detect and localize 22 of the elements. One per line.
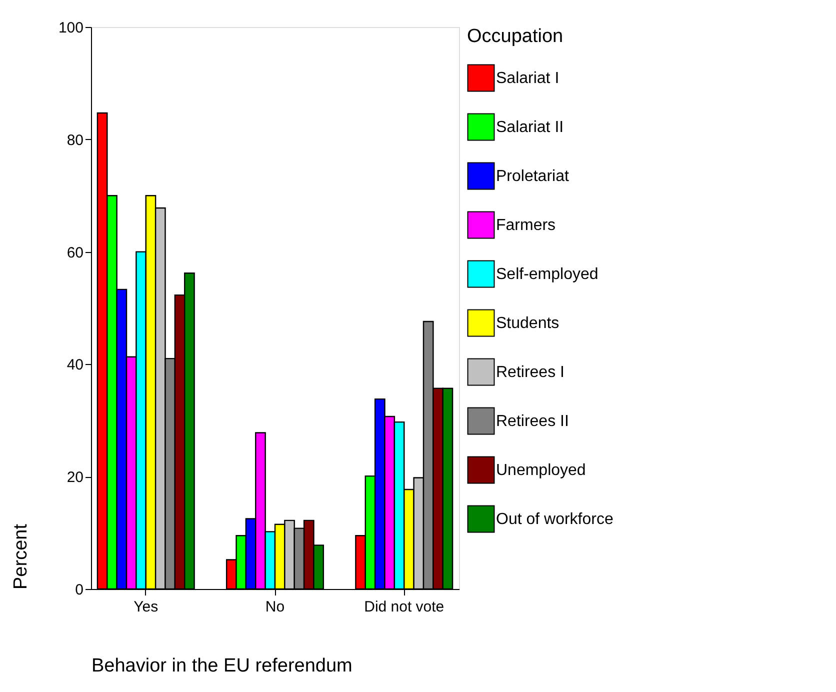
- legend-label: Out of workforce: [496, 511, 614, 528]
- y-tick-label: 60: [66, 244, 84, 262]
- y-tick-label: 20: [66, 469, 84, 486]
- x-tick-label: Did not vote: [364, 598, 444, 616]
- y-tick-label: 40: [66, 356, 84, 374]
- legend-label: Farmers: [496, 217, 556, 234]
- x-axis-title: Behavior in the EU referendum: [92, 656, 352, 676]
- legend-label: Salariat I: [496, 70, 560, 87]
- x-tick-label: Yes: [134, 598, 158, 616]
- legend-label: Salariat II: [496, 119, 564, 136]
- y-axis-title: Percent: [10, 523, 32, 590]
- legend-label: Self-employed: [496, 266, 598, 283]
- y-tick-label: 0: [75, 582, 84, 598]
- legend-label: Retirees II: [496, 413, 569, 430]
- x-tick-label: No: [265, 598, 285, 616]
- legend-title: Occupation: [467, 26, 564, 47]
- legend-label: Proletariat: [496, 168, 570, 185]
- y-tick-label: 80: [66, 132, 84, 149]
- legend-label: Unemployed: [496, 462, 586, 479]
- legend-label: Students: [496, 315, 560, 332]
- legend-label: Retirees I: [496, 364, 564, 381]
- y-tick-label: 100: [58, 20, 84, 36]
